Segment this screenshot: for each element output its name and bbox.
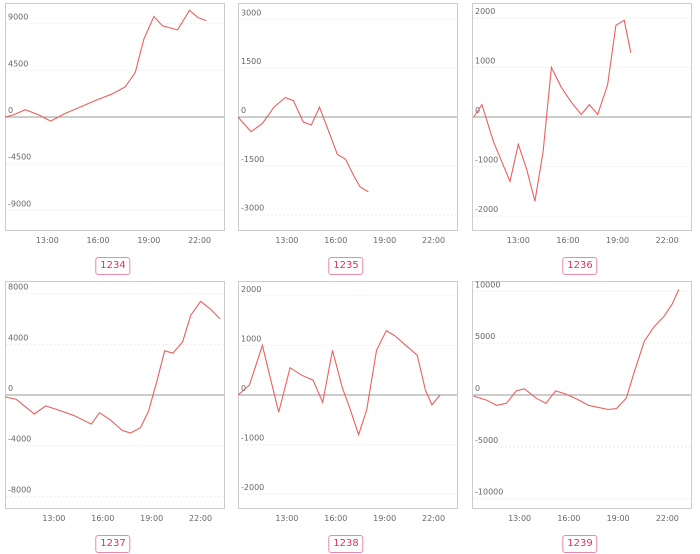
chart-label-button[interactable]: 1234	[95, 257, 131, 275]
y-tick-label: 8000	[8, 283, 28, 292]
x-tick-label: 16:00	[87, 236, 110, 245]
x-tick-label: 13:00	[507, 236, 530, 245]
y-tick-label: -2000	[241, 483, 264, 492]
chart-label-button[interactable]: 1237	[95, 535, 131, 553]
x-tick-label: 16:00	[324, 236, 347, 245]
chart-svg: -9000 -4500 0 4500 9000 13:00 16:00 19:00 22:00	[4, 3, 225, 245]
chart-panel: -9000 -4500 0 4500 9000 13:00 16:00 19:00 22:00 1…	[4, 3, 225, 275]
x-tick-label: 16:00	[556, 236, 579, 245]
series-line	[473, 289, 680, 411]
x-tick-label: 19:00	[137, 236, 160, 245]
y-tick-label: -9000	[8, 199, 31, 208]
series-line	[473, 19, 632, 202]
chart-label-button[interactable]: 1238	[328, 535, 364, 553]
y-tick-label: 1000	[241, 334, 261, 343]
y-tick-label: -2000	[475, 205, 498, 214]
plot-frame	[5, 281, 225, 509]
x-tick-label: 22:00	[656, 514, 679, 523]
x-tick-label: 19:00	[606, 236, 629, 245]
plot-frame	[472, 3, 692, 231]
series-line	[4, 9, 207, 122]
x-tick-label: 19:00	[373, 514, 396, 523]
y-tick-label: 0	[8, 106, 13, 115]
chart-panel: -2000 -1000 0 1000 2000 13:00 16:00 19:00 22:00 1…	[237, 281, 458, 553]
y-tick-label: -1000	[475, 156, 498, 165]
x-tick-label: 13:00	[275, 514, 298, 523]
chart-label-button[interactable]: 1235	[328, 257, 364, 275]
y-tick-label: 0	[8, 384, 13, 393]
y-tick-label: 2000	[475, 7, 495, 16]
x-tick-label: 22:00	[188, 236, 211, 245]
series-line	[237, 96, 369, 193]
y-tick-label: -5000	[475, 436, 498, 445]
x-tick-label: 22:00	[656, 236, 679, 245]
y-tick-label: 0	[241, 384, 246, 393]
plot-frame	[472, 281, 692, 509]
y-tick-label: -8000	[8, 485, 31, 494]
y-tick-label: -4000	[8, 435, 31, 444]
series-line	[4, 300, 221, 434]
chart-svg: -3000 -1500 0 1500 3000 13:00 16:00 19:00 22:00	[237, 3, 458, 245]
y-tick-label: 1500	[241, 57, 261, 66]
x-tick-label: 16:00	[91, 514, 114, 523]
chart-svg: -10000 -5000 0 5000 10000 13:00 16:00 19:00 22:0…	[472, 280, 692, 523]
chart-panel: -2000 -1000 0 1000 2000 13:00 16:00 19:00 22:00 1…	[472, 3, 692, 275]
y-tick-label: -1000	[241, 434, 264, 443]
chart-label-button[interactable]: 1236	[562, 257, 598, 275]
x-tick-label: 13:00	[36, 236, 59, 245]
chart-panel: -8000 -4000 0 4000 8000 13:00 16:00 19:00 22:00 1…	[4, 281, 225, 553]
x-tick-label: 16:00	[324, 514, 347, 523]
y-tick-label: 3000	[241, 8, 261, 17]
chart-svg: -2000 -1000 0 1000 2000 13:00 16:00 19:00 22:00	[237, 281, 458, 523]
y-tick-label: 1000	[475, 56, 495, 65]
chart-panel: -3000 -1500 0 1500 3000 13:00 16:00 19:00 22:00 1…	[237, 3, 458, 275]
x-tick-label: 19:00	[607, 514, 630, 523]
chart-svg: -8000 -4000 0 4000 8000 13:00 16:00 19:00 22:00	[4, 281, 225, 523]
x-tick-label: 19:00	[140, 514, 163, 523]
y-tick-label: 5000	[475, 332, 495, 341]
y-tick-label: 10000	[475, 280, 500, 289]
x-tick-label: 22:00	[189, 514, 212, 523]
y-tick-label: -4500	[8, 153, 31, 162]
y-tick-label: -1500	[241, 155, 264, 164]
y-tick-label: 0	[475, 384, 480, 393]
x-tick-label: 22:00	[422, 236, 445, 245]
x-tick-label: 13:00	[42, 514, 65, 523]
x-tick-label: 16:00	[557, 514, 580, 523]
x-tick-label: 19:00	[373, 236, 396, 245]
y-tick-label: 2000	[241, 285, 261, 294]
chart-panel: -10000 -5000 0 5000 10000 13:00 16:00 19:00 22:0…	[472, 280, 692, 553]
series-line	[237, 329, 441, 437]
y-tick-label: -10000	[475, 488, 503, 497]
y-tick-label: 4500	[8, 59, 28, 68]
x-tick-label: 22:00	[422, 514, 445, 523]
y-tick-label: 0	[241, 106, 246, 115]
y-tick-label: 4000	[8, 333, 28, 342]
y-tick-label: -3000	[241, 204, 264, 213]
x-tick-label: 13:00	[508, 514, 531, 523]
y-tick-label: 9000	[8, 13, 28, 22]
chart-label-button[interactable]: 1239	[562, 535, 598, 553]
x-tick-label: 13:00	[275, 236, 298, 245]
